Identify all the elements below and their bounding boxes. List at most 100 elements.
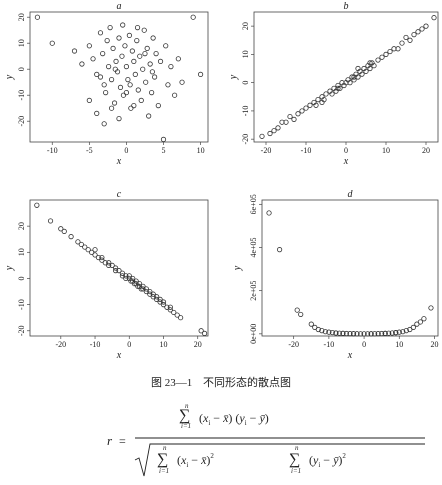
- data-point: [354, 331, 360, 337]
- data-point: [99, 257, 105, 263]
- data-point: [298, 311, 304, 318]
- data-point: [295, 111, 301, 117]
- data-point: [71, 48, 78, 54]
- data-point: [117, 84, 124, 91]
- y-tick-label: 4e+05: [249, 237, 258, 257]
- data-point: [271, 128, 277, 134]
- y-axis-label: y: [4, 74, 15, 80]
- x-axis-label: x: [116, 156, 122, 167]
- data-point: [103, 90, 109, 96]
- data-point: [135, 283, 141, 289]
- data-point: [94, 71, 100, 78]
- panel-title: a: [117, 1, 122, 12]
- data-point: [399, 40, 405, 46]
- data-point: [375, 331, 381, 337]
- data-point: [155, 103, 161, 109]
- data-point: [134, 24, 141, 31]
- data-point: [94, 110, 100, 117]
- data-point: [157, 296, 163, 302]
- data-point: [123, 64, 130, 70]
- data-point: [164, 304, 170, 310]
- x-tick-label: -10: [90, 340, 101, 349]
- x-tick-label: -10: [301, 146, 312, 155]
- data-point: [123, 90, 130, 96]
- data-point: [179, 79, 185, 85]
- data-point: [97, 74, 104, 80]
- data-point: [160, 299, 167, 305]
- plot-frame: [29, 11, 209, 143]
- svg-text:(xi − x̄) (yi − ȳ): (xi − x̄) (yi − ȳ): [199, 411, 269, 427]
- data-point: [165, 82, 171, 88]
- data-point: [375, 57, 381, 63]
- figure-caption: 图 23—1 不同形态的散点图: [0, 374, 442, 390]
- data-point: [291, 116, 297, 122]
- data-point: [319, 99, 325, 106]
- plot-frame: [261, 199, 439, 337]
- data-point: [85, 247, 91, 253]
- data-point: [116, 116, 122, 122]
- data-point: [167, 304, 173, 310]
- data-point: [112, 265, 119, 271]
- data-point: [143, 286, 149, 292]
- svg-text:n: n: [295, 444, 299, 452]
- x-tick-label: 20: [422, 146, 430, 155]
- data-point: [315, 326, 321, 333]
- figure-caption-text: 不同形态的散点图: [203, 377, 291, 389]
- svg-text:(xi − x̄)2: (xi − x̄)2: [177, 452, 214, 469]
- data-point: [157, 299, 163, 305]
- data-point: [411, 32, 417, 38]
- data-point: [97, 30, 104, 36]
- x-tick-label: 0: [127, 340, 131, 349]
- y-tick-label: 20: [17, 13, 26, 21]
- data-point: [137, 53, 143, 59]
- data-point: [112, 66, 118, 72]
- data-point: [355, 65, 361, 72]
- scatter-panel-b: b -20 -10 0 10 20 x -20 -10 0 10 20 y: [228, 1, 439, 167]
- data-point: [372, 331, 378, 337]
- data-point: [107, 24, 113, 31]
- data-point: [383, 51, 389, 57]
- data-point: [143, 288, 149, 295]
- data-point: [95, 254, 102, 261]
- data-point: [175, 56, 181, 62]
- data-point: [171, 309, 177, 316]
- data-point: [371, 63, 377, 69]
- data-point: [198, 328, 204, 334]
- data-point: [119, 270, 126, 276]
- data-point: [133, 278, 139, 284]
- correlation-formula: r = n ∑ i=1 (xi − x̄) (yi − ȳ) n ∑ i=1 (…: [107, 402, 425, 477]
- data-point: [154, 296, 160, 302]
- scatter-panel-a: a -10 -5 0 5 10 x -20 -10 0 10 20 y: [4, 1, 209, 167]
- data-point: [350, 331, 357, 337]
- plot-frame: [29, 199, 209, 337]
- data-point: [421, 316, 427, 322]
- data-point: [267, 130, 273, 137]
- scatter-panel-c: c -20 -10 0 10 20 x -20 -10 0 10 20 y: [4, 189, 209, 361]
- data-point: [303, 105, 309, 111]
- data-point: [130, 278, 136, 284]
- data-point: [359, 71, 365, 77]
- x-tick-label: 0: [344, 146, 348, 155]
- data-point: [111, 100, 118, 106]
- data-point: [150, 291, 156, 297]
- data-point: [79, 61, 85, 67]
- data-point: [410, 324, 416, 330]
- data-point: [141, 27, 147, 33]
- data-point: [407, 37, 413, 43]
- y-tick-label: 20: [17, 222, 26, 230]
- data-point: [150, 294, 156, 300]
- data-point: [157, 58, 164, 65]
- svg-text:∑: ∑: [179, 407, 190, 424]
- data-point: [347, 331, 353, 337]
- x-tick-label: -20: [261, 146, 272, 155]
- data-point: [122, 43, 128, 49]
- data-point: [144, 45, 150, 52]
- data-point: [140, 283, 146, 289]
- x-axis-label: x: [347, 350, 353, 361]
- data-point: [119, 273, 126, 279]
- data-point: [367, 65, 373, 72]
- data-point: [355, 74, 361, 80]
- data-point: [68, 234, 74, 240]
- x-tick-label: 20: [194, 340, 202, 349]
- data-point: [112, 268, 119, 274]
